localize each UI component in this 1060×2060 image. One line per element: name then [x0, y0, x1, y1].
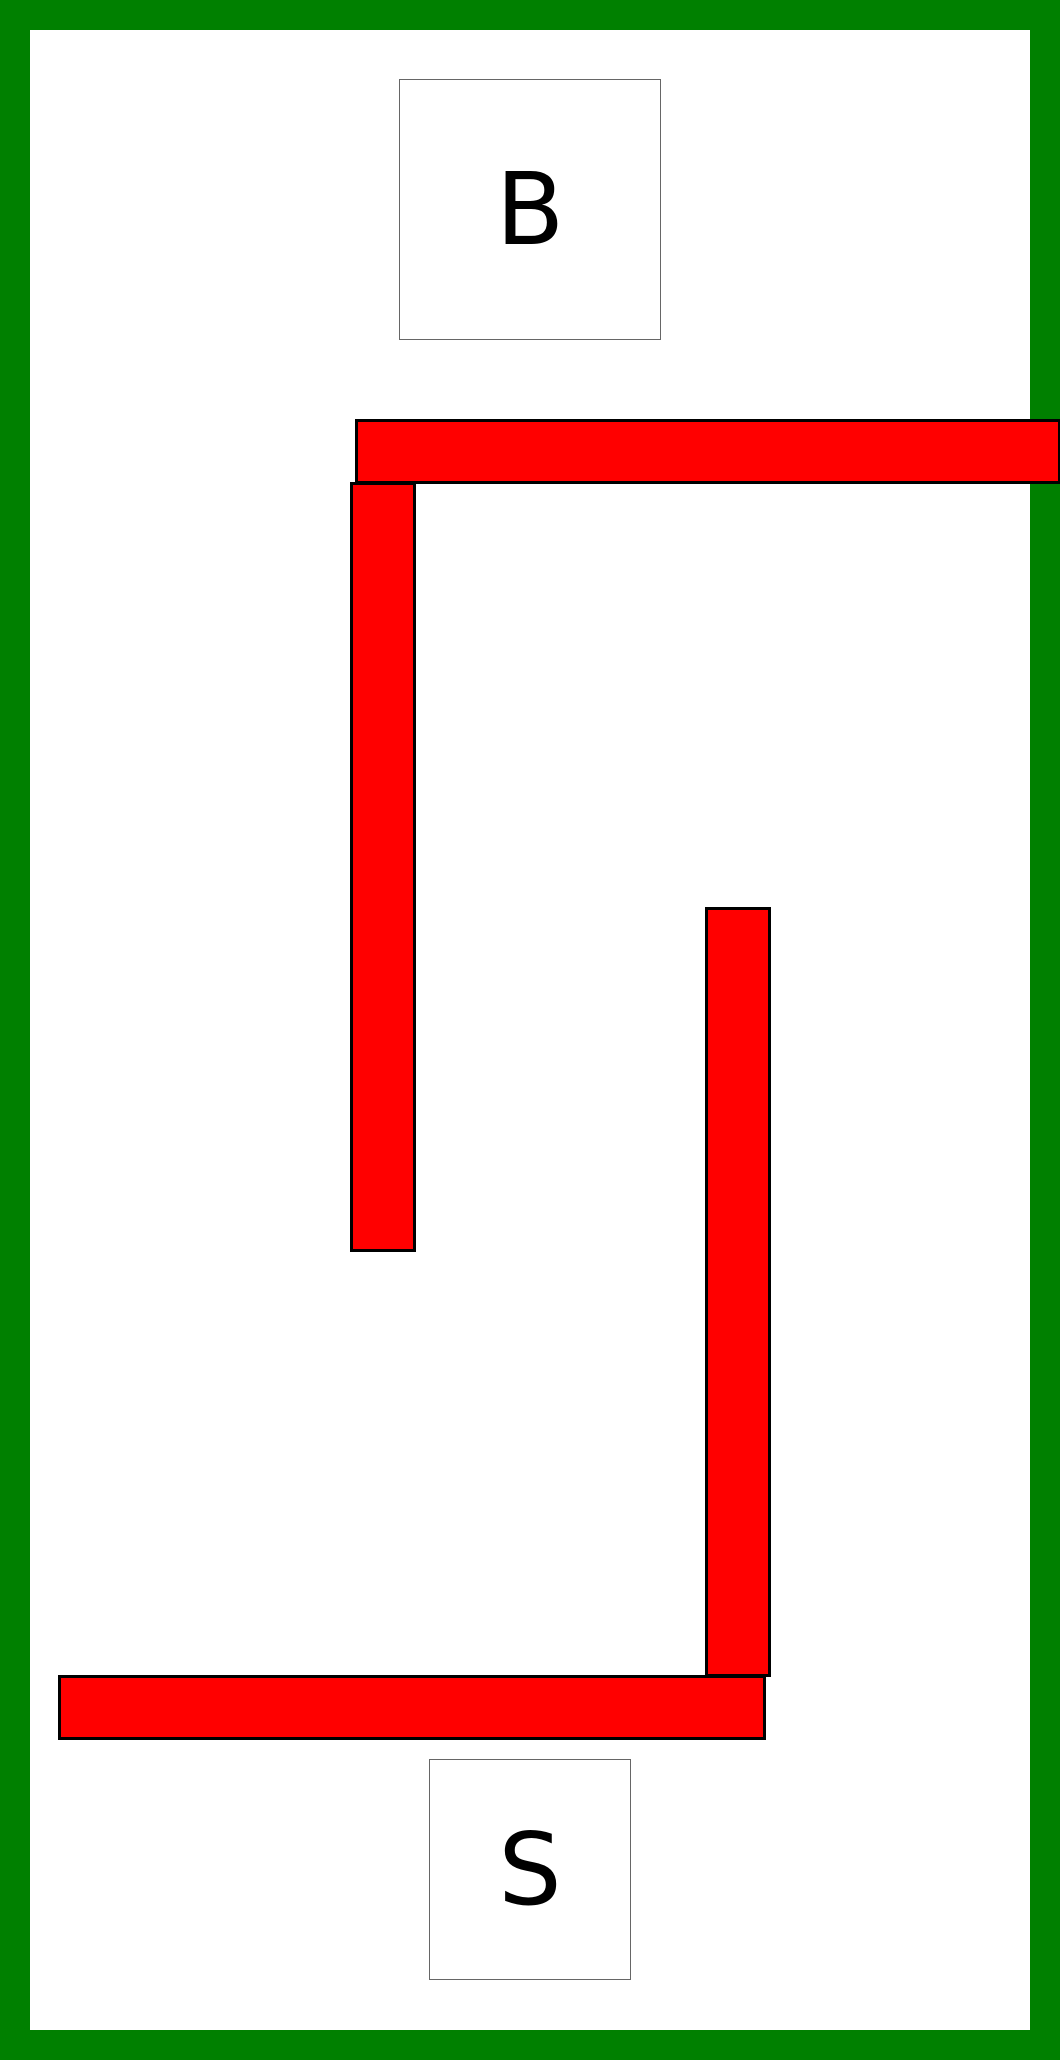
start-label: S	[498, 1810, 562, 1928]
wall-left	[350, 482, 416, 1252]
start-cell: S	[429, 1759, 631, 1980]
wall-right	[705, 907, 771, 1677]
wall-bottom	[58, 1675, 766, 1740]
goal-cell: B	[399, 79, 661, 340]
wall-top	[355, 419, 1060, 484]
goal-label: B	[495, 150, 565, 268]
